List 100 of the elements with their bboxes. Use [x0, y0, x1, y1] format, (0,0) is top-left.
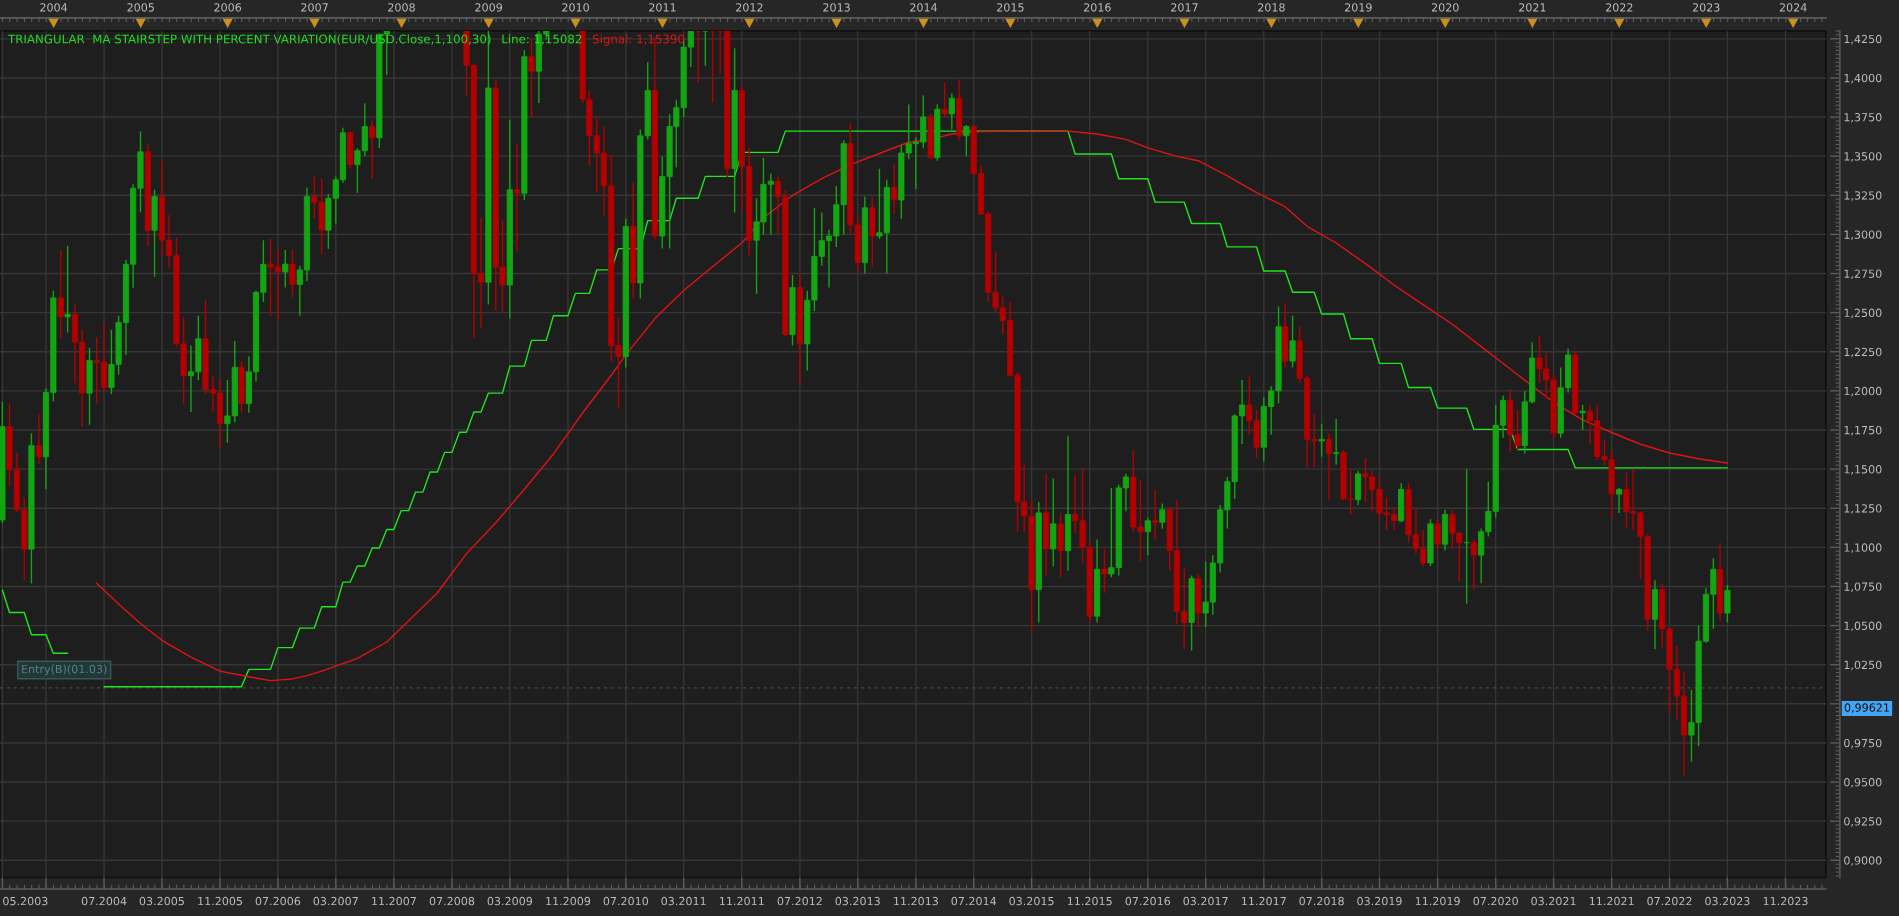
x2-tick-label: 2023	[1692, 3, 1720, 12]
x-tick-label: 07.2012	[777, 896, 822, 906]
x-tick-label: 07.2022	[1647, 896, 1692, 906]
candlestick	[369, 119, 376, 180]
x-tick-label: 07.2014	[951, 896, 997, 906]
text: 0,99621	[1844, 703, 1889, 713]
x-tick-label: 05.2003	[3, 896, 48, 906]
x-tick-label: 11.2019	[1415, 896, 1460, 906]
x-tick-label: 03.2009	[487, 896, 533, 906]
x-tick-label: 03.2005	[139, 896, 184, 906]
x2-tick-label: 2018	[1258, 3, 1285, 12]
y-tick-label: 0,9000	[1844, 856, 1882, 866]
y-tick-label: 1,2000	[1844, 386, 1882, 397]
candlestick	[1579, 404, 1586, 431]
candlestick	[1152, 488, 1159, 541]
candlestick	[709, 31, 716, 104]
x2-tick-label: 2013	[823, 3, 850, 12]
x2-tick-label: 2009	[475, 3, 502, 12]
x-tick-label: 03.2013	[835, 896, 880, 906]
x-tick-label: 07.2010	[603, 896, 649, 906]
x2-tick-label: 2011	[649, 3, 676, 12]
x-tick-label: 11.2023	[1763, 896, 1808, 906]
x2-tick-label: 2022	[1605, 3, 1633, 12]
y-tick-label: 1,0250	[1844, 660, 1882, 671]
y-tick-label: 1,1500	[1844, 465, 1882, 475]
x2-tick-label: 2016	[1083, 3, 1111, 12]
candlestick	[1333, 418, 1340, 466]
x-tick-label: 03.2015	[1009, 896, 1054, 906]
candlestick	[948, 92, 955, 131]
candlestick	[35, 413, 42, 465]
y-tick-label: 1,2250	[1844, 347, 1882, 358]
candlestick	[1470, 538, 1477, 591]
candlestick	[1144, 516, 1151, 556]
x2-tick-label: 2004	[40, 3, 68, 12]
x2-tick-label: 2010	[562, 3, 589, 12]
candlestick	[1289, 315, 1296, 369]
candlestick	[941, 81, 948, 118]
candlestick	[57, 249, 64, 339]
x-tick-label: 11.2017	[1242, 896, 1286, 906]
x-tick-label: 11.2021	[1589, 896, 1634, 906]
x2-tick-label: 2019	[1344, 3, 1372, 12]
x2-tick-label: 2012	[736, 3, 763, 12]
y-tick-label: 0,9750	[1844, 738, 1882, 749]
x-tick-label: 11.2007	[372, 896, 416, 906]
x-tick-label: 07.2006	[255, 896, 301, 906]
x2-tick-label: 2024	[1779, 3, 1807, 12]
y-tick-label: 1,1750	[1844, 425, 1882, 436]
candlestick	[891, 163, 898, 215]
ref-line-label: Entry(B)(01.03)	[22, 664, 107, 676]
y-tick-label: 1,2750	[1844, 269, 1882, 280]
candlestick	[513, 143, 521, 253]
x2-tick-label: 2015	[997, 3, 1024, 12]
y-tick-label: 1,3000	[1844, 230, 1882, 240]
y-tick-label: 1,1000	[1844, 543, 1882, 553]
candlestick	[1101, 548, 1108, 594]
y-tick-label: 1,3250	[1844, 191, 1882, 201]
candlestick	[1615, 487, 1623, 514]
candlestick	[963, 124, 970, 157]
y-tick-label: 0,9500	[1844, 778, 1882, 788]
x2-tick-label: 2021	[1519, 3, 1546, 12]
x2-tick-label: 2020	[1431, 3, 1459, 12]
candlestick	[695, 31, 702, 84]
text: Signal: 1,15390	[592, 34, 685, 46]
x-tick-label: 03.2019	[1357, 896, 1402, 906]
candlestick	[1159, 502, 1166, 530]
y-tick-label: 1,0500	[1844, 621, 1882, 632]
x2-tick-label: 2017	[1171, 3, 1198, 12]
y-tick-label: 1,4000	[1844, 73, 1882, 84]
x-tick-label: 03.2017	[1183, 896, 1228, 906]
x-tick-label: 11.2009	[546, 896, 591, 906]
x-tick-label: 07.2016	[1125, 896, 1171, 906]
x-tick-label: 07.2018	[1299, 896, 1344, 906]
y-tick-label: 1,1250	[1844, 504, 1882, 514]
x2-tick-label: 2007	[301, 3, 328, 12]
x2-tick-label: 2014	[910, 3, 937, 12]
x-tick-label: 07.2020	[1473, 896, 1518, 906]
candlestick	[528, 38, 535, 119]
y-tick-label: 1,4250	[1844, 34, 1882, 45]
y-tick-label: 1,2500	[1844, 308, 1882, 319]
candlestick	[282, 249, 289, 289]
candlestick	[1434, 518, 1441, 552]
x-tick-label: 07.2008	[429, 896, 475, 906]
x-tick-label: 03.2011	[661, 896, 706, 906]
x-tick-label: 03.2023	[1705, 896, 1750, 906]
candlestick	[1724, 584, 1731, 624]
x-tick-label: 07.2004	[81, 896, 127, 906]
y-tick-label: 1,3750	[1844, 113, 1882, 123]
candlestick	[1325, 432, 1333, 502]
x2-tick-label: 2005	[127, 3, 154, 12]
candlestick	[1318, 423, 1325, 458]
x-tick-label: 11.2011	[720, 896, 764, 906]
y-tick-label: 0,9250	[1844, 817, 1882, 827]
x-tick-label: 11.2015	[1067, 896, 1112, 906]
x-tick-label: 11.2013	[894, 896, 938, 906]
y-tick-label: 1,0750	[1844, 582, 1882, 592]
candlestick	[64, 245, 71, 334]
x-tick-label: 03.2007	[313, 896, 358, 906]
x2-tick-label: 2006	[214, 3, 242, 12]
x-tick-label: 03.2021	[1531, 896, 1576, 906]
y-tick-label: 1,3500	[1844, 152, 1882, 162]
